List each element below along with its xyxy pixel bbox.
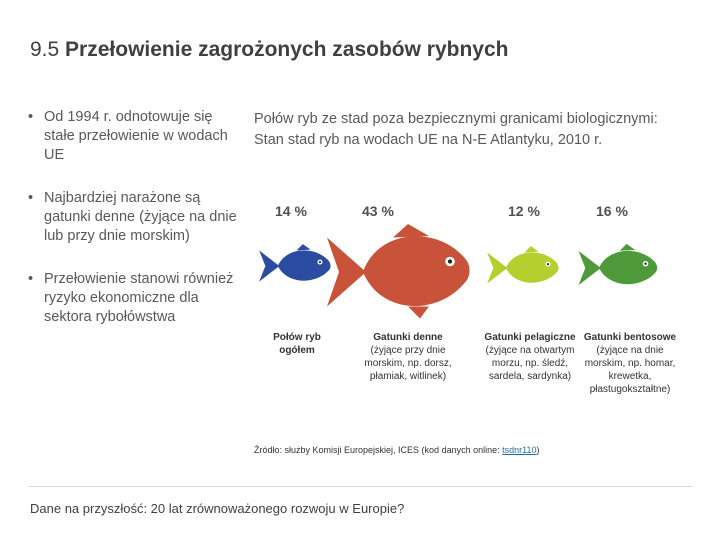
fish-icon-green <box>578 243 658 286</box>
page-title: 9.5 Przełowienie zagrożonych zasobów ryb… <box>30 38 508 62</box>
caption-title: Gatunki pelagiczne <box>484 332 576 343</box>
source-link[interactable]: tsdnr110 <box>502 445 537 455</box>
caption-total: Połów ryb ogółem <box>258 331 336 357</box>
footer-divider <box>28 486 693 487</box>
fish-icon-blue <box>259 244 331 282</box>
footer-text: Dane na przyszłość: 20 lat zrównoważoneg… <box>30 501 405 516</box>
percent-benthic: 16 % <box>596 203 628 219</box>
caption-benthic: Gatunki bentosowe (żyjące na dnie morski… <box>580 331 680 396</box>
bullet-item: Od 1994 r. odnotowuje się stałe przełowi… <box>28 108 240 165</box>
percent-pelagic: 12 % <box>508 203 540 219</box>
bullet-item: Najbardziej narażone są gatunki denne (ż… <box>28 189 240 246</box>
caption-demersal: Gatunki denne (żyjące przy dnie morskim,… <box>358 331 458 383</box>
slide-number: 9.5 <box>30 38 60 61</box>
percent-demersal: 43 % <box>362 203 394 219</box>
source-note: Źródło: służby Komisji Europejskiej, ICE… <box>254 445 539 455</box>
caption-desc: (żyjące na dnie morskim, np. homar, krew… <box>584 345 676 395</box>
fish-icon-lime <box>487 246 559 284</box>
caption-title: Połów ryb ogółem <box>273 332 321 356</box>
caption-pelagic: Gatunki pelagiczne (żyjące na otwartym m… <box>484 331 576 383</box>
source-prefix: Źródło: służby Komisji Europejskiej, ICE… <box>254 445 503 455</box>
fish-icon-red <box>327 224 470 319</box>
source-suffix: ) <box>536 445 540 455</box>
infographic-title-line2: Stan stad ryb na wodach UE na N-E Atlant… <box>254 132 603 148</box>
caption-title: Gatunki bentosowe <box>583 332 677 343</box>
infographic-title: Połów ryb ze stad poza bezpiecznymi gran… <box>254 109 709 151</box>
slide-title: Przełowienie zagrożonych zasobów rybnych <box>65 38 509 61</box>
caption-desc: (żyjące na otwartym morzu, np. śledź, sa… <box>485 345 575 382</box>
caption-title: Gatunki denne <box>373 332 443 343</box>
bullet-list: Od 1994 r. odnotowuje się stałe przełowi… <box>28 108 240 351</box>
caption-desc: (żyjące przy dnie morskim, np. dorsz, pł… <box>364 345 452 382</box>
infographic-title-line1: Połów ryb ze stad poza bezpiecznymi gran… <box>254 111 658 127</box>
bullet-item: Przełowienie stanowi również ryzyko ekon… <box>28 270 240 327</box>
percent-total: 14 % <box>275 203 307 219</box>
